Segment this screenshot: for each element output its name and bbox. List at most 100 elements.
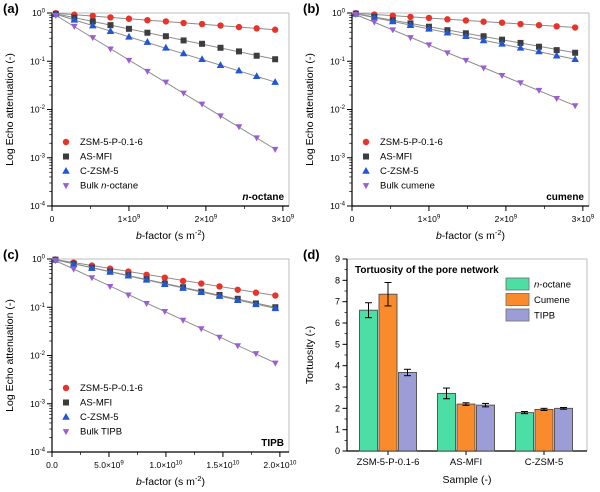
y-axis-label: Log Echo attenuation (-): [304, 53, 316, 166]
x-tick-label: 5.0×109: [94, 460, 124, 471]
bar: [554, 407, 573, 452]
x-tick-label: 1×109: [418, 214, 441, 225]
bar: [398, 372, 417, 452]
legend-label: Cumene: [534, 295, 570, 306]
bar-series-n-octane: [359, 302, 534, 452]
panel-a: (a) 100 10-1 10-2 10-3 10-4 0 1×109 2×109 3×109 b…: [0, 0, 300, 246]
legend-label: AS-MFI: [80, 152, 112, 163]
legend-label: AS-MFI: [380, 152, 412, 163]
x-axis-label: b-factor (s m-2): [136, 474, 205, 488]
bar: [437, 392, 456, 452]
category-label: ZSM-5-P-0.1-6: [357, 457, 420, 468]
bar: [456, 403, 476, 452]
legend-label: ZSM-5-P-0.1-6: [380, 137, 443, 148]
x-axis-label: Sample (-): [442, 474, 491, 486]
y-tick-label: 5: [335, 339, 340, 349]
y-tick-label: 10-4: [30, 201, 46, 212]
y-tick-label: 100: [332, 8, 345, 19]
panel-label-b: (b): [303, 1, 320, 16]
y-tick-label: 10-2: [330, 104, 346, 115]
y-tick-label: 10-1: [330, 56, 346, 67]
bar: [476, 404, 495, 452]
x-tick-label: 1×109: [118, 214, 141, 225]
y-tick-label: 9: [335, 254, 340, 264]
bar: [359, 309, 378, 452]
panel-c: (c) 100 10-1 10-2 10-3 10-4 0.0 5.0×109 1.0×101…: [0, 246, 300, 492]
x-tick-label: 0: [50, 214, 55, 224]
legend-label: TIPB: [534, 311, 555, 322]
y-tick-label: 10-4: [30, 447, 46, 458]
y-tick-label: 7: [335, 297, 340, 307]
axes: 100 10-1 10-2 10-3 10-40.0 5.0×109 1.0×1010 1.5…: [4, 254, 297, 489]
legend: ZSM-5-P-0.1-6 AS-MFI C-ZSM-5 Bulk TIPB: [62, 383, 143, 438]
y-tick-label: 10-2: [30, 350, 46, 361]
axes: 100 10-1 10-2 10-3 10-4 0 1×109 2×109 3×109 b-fac…: [4, 8, 295, 243]
chart-tipb-attenuation: 100 10-1 10-2 10-3 10-40.0 5.0×109 1.0×1010 1.5…: [4, 254, 297, 489]
y-tick-label: 2: [335, 403, 340, 413]
panel-label-d: (d): [303, 247, 320, 262]
y-tick-label: 10-1: [30, 56, 46, 67]
x-tick-label: 0.0: [46, 460, 58, 470]
x-axis-label: b-factor (s m-2): [436, 228, 505, 242]
y-tick-label: 8: [335, 275, 340, 285]
legend-label: Bulk cumene: [380, 181, 435, 192]
bar-series-tipb: [398, 368, 573, 452]
x-tick-label: 1.0×1010: [149, 460, 183, 471]
y-tick-label: 100: [32, 254, 45, 265]
y-tick-label: 3: [335, 382, 340, 392]
legend-label: n-octane: [534, 280, 571, 291]
bar: [378, 293, 398, 452]
y-tick-label: 6: [335, 318, 340, 328]
chart-n-octane-attenuation: 100 10-1 10-2 10-3 10-4 0 1×109 2×109 3×109 b-fac…: [4, 8, 295, 243]
x-tick-label: 2×109: [495, 214, 518, 225]
legend-label: C-ZSM-5: [80, 166, 119, 177]
y-tick-label: 10-4: [330, 201, 346, 212]
bar: [534, 408, 554, 452]
series-zsm-5-p-0.1-6: [51, 256, 279, 299]
y-tick-label: 4: [335, 361, 340, 371]
x-tick-label: 1.5×1010: [206, 460, 240, 471]
x-tick-label: 3×109: [272, 214, 295, 225]
legend-label: C-ZSM-5: [380, 166, 419, 177]
panel-label-c: (c): [3, 247, 19, 262]
legend-label: ZSM-5-P-0.1-6: [80, 383, 143, 394]
bar: [515, 412, 534, 452]
y-tick-label: 10-1: [30, 302, 46, 313]
panel-label-a: (a): [3, 1, 19, 16]
legend-label: Bulk n-octane: [80, 181, 138, 192]
series-c-zsm-5: [51, 255, 280, 312]
legend-label: Bulk TIPB: [80, 427, 122, 438]
y-tick-label: 10-3: [30, 152, 46, 163]
series-bulk-tipb: [51, 258, 279, 367]
series-bulk-n-octane: [51, 12, 279, 153]
legend: ZSM-5-P-0.1-6 AS-MFI C-ZSM-5 Bulk cumene: [362, 137, 443, 192]
y-tick-label: 10-3: [30, 398, 46, 409]
bar-series-cumene: [378, 281, 554, 452]
probe-molecule-annotation: n-octane: [242, 192, 284, 203]
x-tick-label: 3×109: [572, 214, 595, 225]
category-label: C-ZSM-5: [525, 457, 564, 468]
y-tick-label: 100: [32, 8, 45, 19]
legend-label: AS-MFI: [80, 398, 112, 409]
chart-cumene-attenuation: 100 10-1 10-2 10-3 10-4 0 1×109 2×109 3×109 b-fac…: [304, 8, 595, 243]
legend-label: ZSM-5-P-0.1-6: [80, 137, 143, 148]
y-tick-label: 10-3: [330, 152, 346, 163]
probe-molecule-annotation: cumene: [546, 192, 584, 203]
x-axis-label: b-factor (s m-2): [136, 228, 205, 242]
legend-label: C-ZSM-5: [80, 412, 119, 423]
y-axis-label: Tortuosity (-): [304, 326, 316, 384]
chart-tortuosity-bars: 0 1 2 3 4 5 6 7 8 9 ZSM-5-P-0.1-6 AS-MFI C-ZSM-5 Samp…: [304, 254, 588, 486]
chart-title: Tortuosity of the pore network: [355, 265, 499, 276]
panel-d: (d) 0 1 2 3 4 5 6 7 8 9 ZSM-5-P-0.1-6 AS-MFI C-ZSM-5…: [300, 246, 600, 492]
legend: ZSM-5-P-0.1-6 AS-MFI C-ZSM-5 Bulk n-octane: [62, 137, 143, 192]
panel-b: (b) 100 10-1 10-2 10-3 10-4 0 1×109 2×109 3×109 b…: [300, 0, 600, 246]
y-tick-label: 1: [335, 425, 340, 435]
x-tick-label: 2.0×1010: [263, 460, 297, 471]
y-tick-label: 10-2: [30, 104, 46, 115]
series-bulk-cumene: [351, 12, 579, 110]
legend: n-octane Cumene TIPB: [505, 277, 571, 322]
x-tick-label: 0: [350, 214, 355, 224]
x-tick-label: 2×109: [195, 214, 218, 225]
y-axis-label: Log Echo attenuation (-): [4, 53, 16, 166]
axes: 100 10-1 10-2 10-3 10-4 0 1×109 2×109 3×109 b-fac…: [304, 8, 595, 243]
